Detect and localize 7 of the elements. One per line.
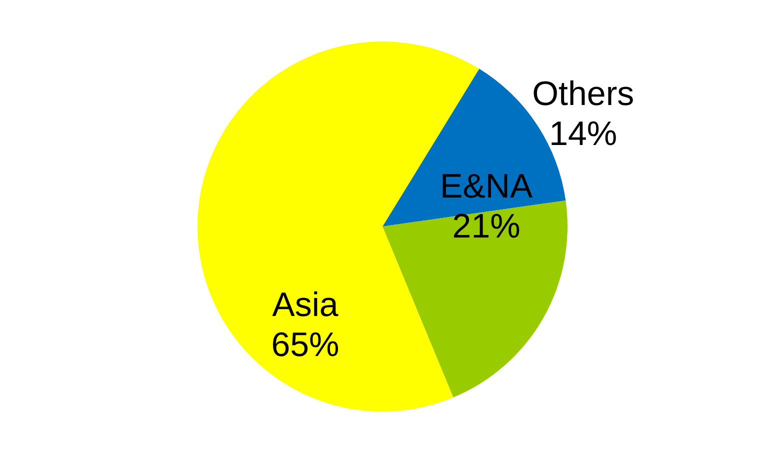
slice-label: Others [532, 74, 634, 113]
data-label: 14% [549, 114, 618, 153]
slice-label: Asia [272, 286, 338, 324]
data-label: 65% [271, 326, 340, 364]
pie-slice [382, 200, 568, 398]
data-label: 21% [452, 207, 520, 246]
slice-label: E&NA [440, 167, 533, 206]
